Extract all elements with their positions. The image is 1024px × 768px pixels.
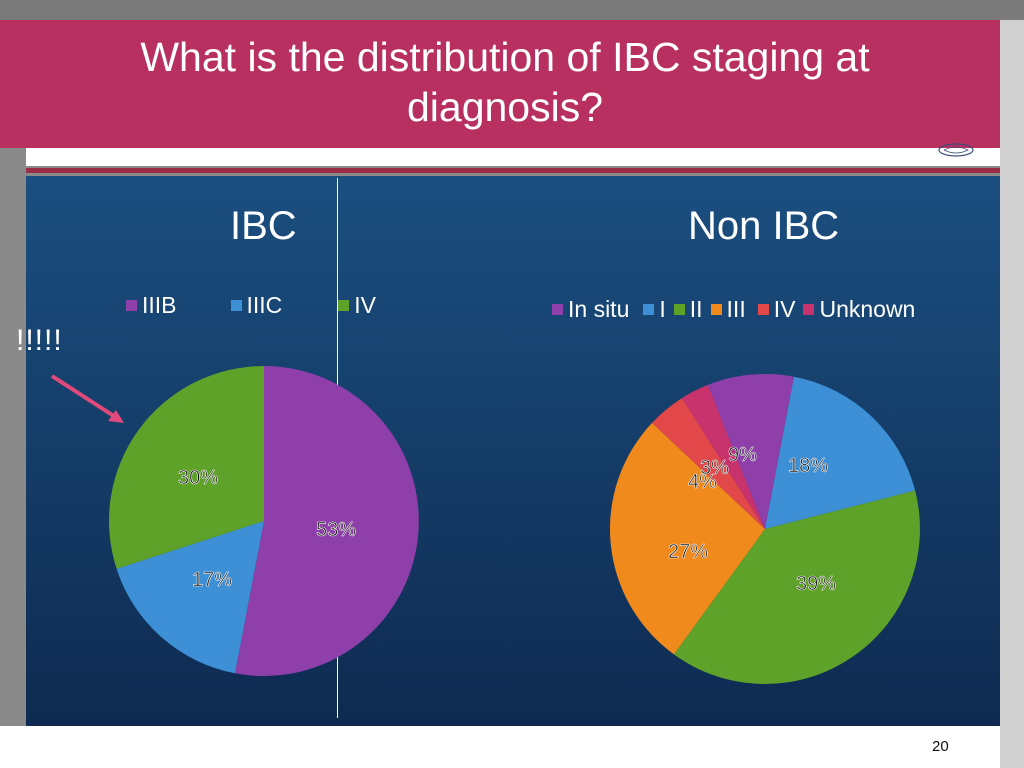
legend-label: IV	[354, 292, 377, 318]
nonibc-slice-i	[765, 376, 916, 529]
ibc-data-label: 30%	[178, 467, 218, 489]
legend-label: In situ	[568, 296, 630, 322]
ibc-chart-title: IBC	[230, 204, 297, 248]
legend-label: IIIB	[142, 292, 177, 318]
ibc-slice-iv	[109, 366, 265, 569]
right-margin	[1000, 20, 1024, 768]
nonibc-data-label: 4%	[688, 471, 717, 493]
legend-item-iii: III	[710, 296, 746, 323]
ibc-slice-iiib	[235, 366, 419, 676]
slide-title-line1: What is the distribution of IBC staging …	[140, 34, 870, 80]
legend-label: IIIC	[246, 292, 283, 318]
ibc-legend: IIIB IIIC IV	[126, 292, 376, 319]
slide-title: What is the distribution of IBC staging …	[40, 32, 970, 132]
legend-item-iiib: IIIB	[126, 292, 177, 319]
seal-icon	[938, 143, 974, 157]
legend-label: IV	[773, 296, 796, 322]
legend-item-in-situ: In situ	[552, 296, 629, 323]
nonibc-data-label: 9%	[728, 444, 757, 466]
legend-swatch	[552, 304, 563, 315]
legend-swatch	[230, 300, 242, 311]
nonibc-slice-iii	[609, 422, 765, 655]
ibc-data-label: 17%	[192, 569, 232, 591]
legend-swatch	[710, 304, 722, 315]
nonibc-data-label: 27%	[668, 541, 708, 563]
nonibc-data-label: 18%	[788, 455, 828, 477]
nonibc-slice-in-situ	[707, 373, 794, 529]
annotation-arrow	[50, 374, 122, 422]
ibc-data-label: 53%	[316, 519, 356, 541]
legend-item-unknown: Unknown	[803, 296, 915, 323]
page-number: 20	[932, 738, 949, 755]
legend-label: Unknown	[819, 296, 916, 322]
legend-label: III	[726, 296, 746, 322]
legend-label: II	[689, 296, 703, 322]
legend-swatch	[126, 300, 137, 311]
nonibc-slice-iv	[652, 398, 765, 529]
legend-item-ii: II	[673, 296, 703, 323]
nonibc-data-label: 39%	[796, 573, 836, 595]
legend-item-i: I	[643, 296, 666, 323]
legend-item-iv: IV	[338, 292, 376, 319]
legend-item-iiic: IIIC	[230, 292, 283, 319]
legend-swatch	[673, 304, 685, 315]
ibc-slice-iiic	[116, 521, 264, 674]
title-band	[0, 20, 1000, 148]
header-strip	[26, 148, 1000, 166]
legend-swatch	[757, 304, 769, 315]
legend-item-iv: IV	[757, 296, 796, 323]
top-border	[0, 0, 1024, 20]
legend-swatch	[338, 300, 350, 311]
exclamation-annotation: !!!!!	[16, 324, 63, 357]
nonibc-slice-unknown	[681, 384, 765, 529]
nonibc-data-label: 3%	[700, 457, 729, 479]
legend-swatch	[803, 304, 815, 315]
legend-label: I	[659, 296, 666, 322]
legend-swatch	[643, 304, 655, 315]
slide-title-line2: diagnosis?	[406, 84, 604, 130]
nonibc-legend: In situ I II III IV Unknown	[552, 296, 915, 323]
nonibc-chart-title: Non IBC	[688, 204, 840, 248]
nonibc-slice-ii	[673, 490, 920, 684]
header-rule	[26, 168, 1000, 173]
annotation-arrowhead	[108, 410, 124, 423]
slide-footer	[0, 726, 1000, 768]
